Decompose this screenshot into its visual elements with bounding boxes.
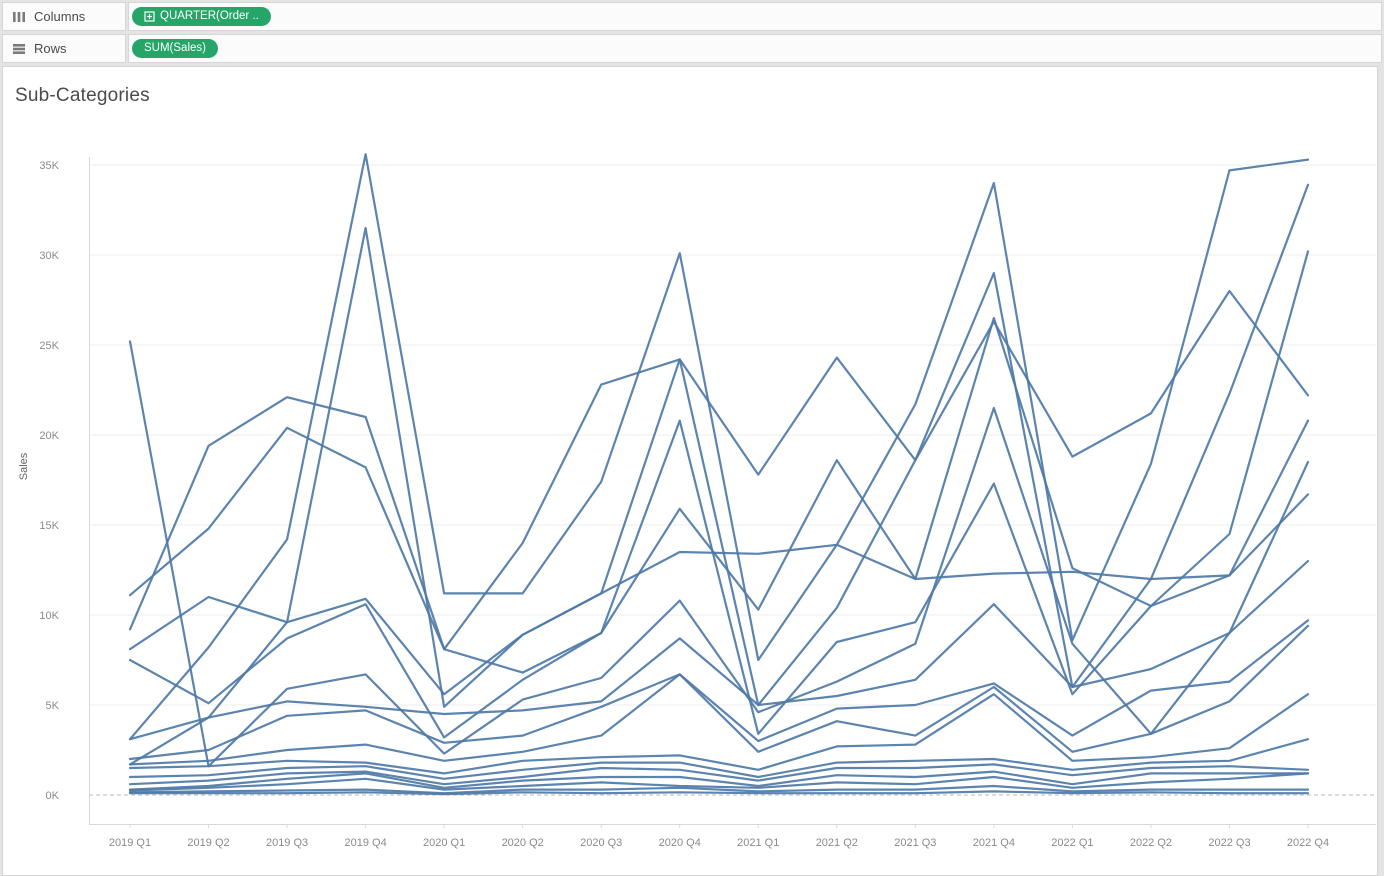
x-tick-label: 2021 Q4: [973, 837, 1015, 849]
series-lines[interactable]: [128, 153, 1310, 796]
columns-shelf-row: Columns QUARTER(Order ..: [0, 2, 1384, 31]
series-line-16[interactable]: [128, 784, 1310, 795]
x-tick-label: 2021 Q1: [737, 837, 779, 849]
series-line-10[interactable]: [128, 624, 1310, 766]
y-tick-label: 25K: [39, 340, 59, 352]
columns-pill-quarter-order-date[interactable]: QUARTER(Order ..: [132, 7, 271, 26]
rows-shelf-row: Rows SUM(Sales): [0, 34, 1384, 63]
y-tick-label: 15K: [39, 520, 59, 532]
series-line-04[interactable]: [128, 289, 1310, 651]
series-line-03[interactable]: [128, 340, 1310, 768]
x-tick-label: 2020 Q1: [423, 837, 465, 849]
y-tick-label: 5K: [46, 700, 60, 712]
x-tick-label: 2019 Q4: [344, 837, 386, 849]
line-chart[interactable]: 0K 5K 10K 15K 20K 25K 30K 35K Sales 2019 Q1 2019 Q…: [3, 67, 1379, 875]
rows-pill-label: SUM(Sales): [144, 42, 206, 54]
series-line-09[interactable]: [128, 619, 1310, 761]
series-line-05[interactable]: [128, 419, 1310, 696]
series-line-17[interactable]: [128, 790, 1310, 796]
x-tick-label: 2022 Q2: [1130, 837, 1172, 849]
y-tick-label: 20K: [39, 430, 59, 442]
x-tick-label: 2020 Q4: [659, 837, 701, 849]
x-tick-label: 2020 Q3: [580, 837, 622, 849]
rows-icon: [13, 43, 25, 54]
x-tick-label: 2019 Q2: [187, 837, 229, 849]
x-tick-label: 2019 Q1: [109, 837, 151, 849]
rows-shelf-label-box: Rows: [2, 34, 126, 63]
rows-pill-sum-sales[interactable]: SUM(Sales): [132, 39, 218, 58]
y-tick-label: 30K: [39, 250, 59, 262]
x-tick-label: 2021 Q2: [816, 837, 858, 849]
y-tick-label: 0K: [46, 790, 60, 802]
series-line-02[interactable]: [128, 183, 1310, 766]
series-line-14[interactable]: [128, 770, 1310, 791]
series-line-08[interactable]: [128, 559, 1310, 741]
worksheet-card: Sub-Categories 0K 5K 10K 15K 20K 25K 30K 35K Sal…: [2, 66, 1378, 876]
series-line-01[interactable]: [128, 153, 1310, 741]
columns-pill-label: QUARTER(Order ..: [160, 10, 259, 22]
expand-plus-icon: [144, 11, 155, 22]
series-line-11[interactable]: [128, 693, 1310, 775]
y-axis-title: Sales: [18, 452, 30, 480]
axis-rules: [89, 157, 1376, 825]
y-tick-label: 10K: [39, 610, 59, 622]
columns-shelf-area[interactable]: QUARTER(Order ..: [128, 2, 1382, 31]
columns-icon: [13, 11, 25, 22]
columns-shelf-label: Columns: [34, 9, 86, 24]
rows-shelf-area[interactable]: SUM(Sales): [128, 34, 1382, 63]
x-tick-label: 2022 Q4: [1287, 837, 1329, 849]
x-tick-label: 2021 Q3: [894, 837, 936, 849]
columns-shelf-label-box: Columns: [2, 2, 126, 31]
series-line-07[interactable]: [128, 250, 1310, 674]
x-tick-label: 2022 Q1: [1051, 837, 1093, 849]
x-tick-label: 2020 Q2: [502, 837, 544, 849]
rows-shelf-label: Rows: [34, 41, 67, 56]
series-line-06[interactable]: [128, 419, 1310, 739]
series-line-13[interactable]: [128, 763, 1310, 786]
x-tick-label: 2022 Q3: [1208, 837, 1250, 849]
x-tick-label: 2019 Q3: [266, 837, 308, 849]
y-tick-label: 35K: [39, 160, 59, 172]
series-line-15[interactable]: [128, 772, 1310, 792]
series-line-12[interactable]: [128, 738, 1310, 780]
sheet-title: Sub-Categories: [15, 85, 150, 106]
